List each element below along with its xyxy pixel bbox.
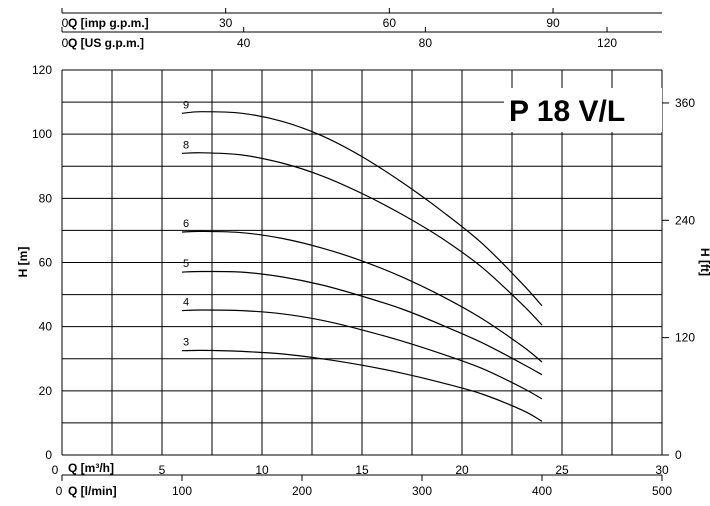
curve-5	[181, 270, 543, 376]
chart-title: P 18 V/L	[509, 95, 625, 128]
left-tick-label: 0	[45, 448, 52, 462]
top-axis-us-title: Q [US g.p.m.]	[68, 36, 144, 50]
bottom-m3h-tick-label: 5	[159, 463, 166, 477]
bottom-m3h-tick-label: 0	[52, 463, 59, 477]
left-tick-label: 60	[39, 256, 53, 270]
left-tick-label: 20	[39, 384, 53, 398]
right-axis-title: H [ft]	[698, 248, 710, 276]
left-axis-title: H [m]	[16, 247, 30, 278]
bottom-axis-lmin-ticks: 0 100 200 300 400 500	[56, 475, 672, 498]
curve-8	[181, 152, 543, 326]
right-tick-label: 120	[675, 331, 695, 345]
right-tick-label: 240	[675, 213, 695, 227]
bottom-m3h-tick-label: 20	[455, 463, 469, 477]
bottom-lmin-tick-label: 0	[56, 484, 63, 498]
model-title-box	[504, 88, 662, 132]
top-imp-tick-label: 30	[219, 16, 233, 30]
top-us-tick-label: 120	[597, 36, 617, 50]
bottom-m3h-tick-label: 30	[655, 463, 669, 477]
left-tick-label: 100	[32, 127, 52, 141]
left-tick-label: 40	[39, 320, 53, 334]
top-axis-us-ticks: 0 40 80 120	[61, 27, 617, 50]
bottom-lmin-tick-label: 500	[652, 484, 672, 498]
top-imp-tick-label: 0	[62, 16, 69, 30]
curve-4	[181, 309, 543, 400]
top-axes: Q [imp g.p.m.] Q [US g.p.m.] 0 30 60 90 0 40…	[61, 8, 662, 50]
bottom-axis-m3h-ticks: 0 5 10 15 20 25 30	[52, 463, 669, 477]
curve-label-5: 5	[183, 258, 189, 270]
bottom-lmin-tick-label: 400	[532, 484, 552, 498]
bottom-m3h-tick-label: 10	[255, 463, 269, 477]
left-axis-ticks: 0 20 40 60 80 100 120	[32, 63, 52, 462]
curve-3	[181, 349, 543, 422]
left-tick-label: 80	[39, 191, 53, 205]
bottom-lmin-tick-label: 300	[412, 484, 432, 498]
curve-label-6: 6	[183, 218, 189, 230]
curve-label-8: 8	[183, 139, 189, 151]
curve-6	[181, 230, 543, 363]
top-us-tick-label: 0	[62, 36, 69, 50]
curve-label-9: 9	[183, 99, 189, 111]
curve-9	[181, 111, 543, 307]
top-us-tick-label: 40	[237, 36, 251, 50]
top-axis-imp-title: Q [imp g.p.m.]	[68, 16, 149, 30]
bottom-axis-m3h-title: Q [m³/h]	[68, 461, 114, 475]
right-tick-label: 0	[675, 448, 682, 462]
bottom-m3h-tick-label: 15	[355, 463, 369, 477]
top-axis-imp-ticks: 0 30 60 90	[61, 8, 560, 30]
top-us-tick-label: 80	[419, 36, 433, 50]
bottom-lmin-tick-label: 200	[292, 484, 312, 498]
curve-label-4: 4	[183, 297, 189, 309]
bottom-m3h-tick-label: 25	[555, 463, 569, 477]
top-imp-tick-label: 90	[546, 16, 560, 30]
top-imp-tick-label: 60	[383, 16, 397, 30]
right-axis-ticks: 0 120 240 360	[662, 96, 695, 462]
right-tick-label: 360	[675, 96, 695, 110]
left-tick-label: 120	[32, 63, 52, 77]
curve-label-3: 3	[183, 337, 189, 349]
plot-grid	[61, 69, 663, 456]
pump-curves: 9 8 6 5 4 3	[181, 99, 543, 422]
bottom-axis-lmin-title: Q [l/min]	[68, 484, 117, 498]
bottom-lmin-tick-label: 100	[172, 484, 192, 498]
